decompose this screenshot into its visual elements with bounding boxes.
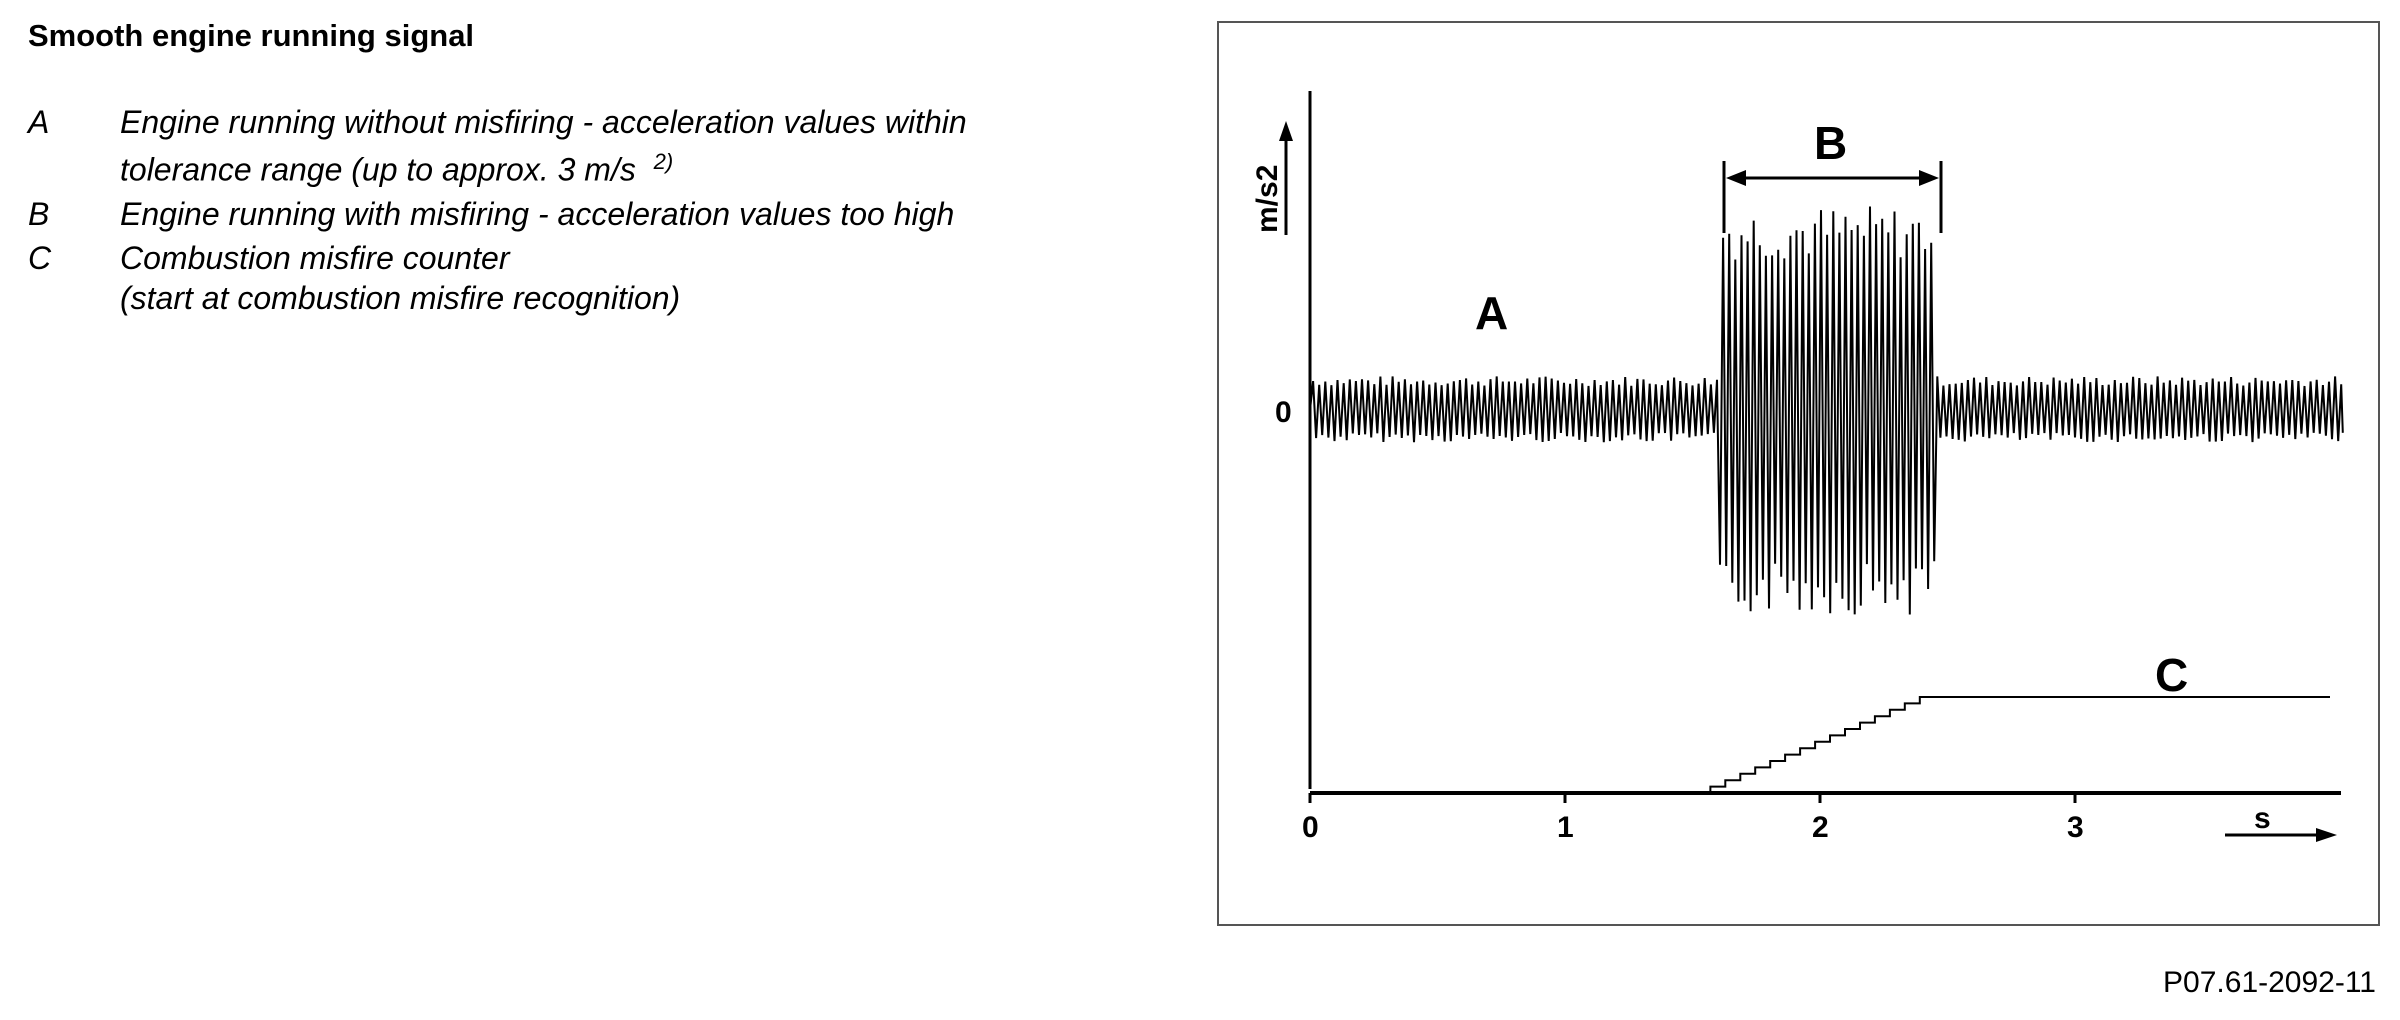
figure-id: P07.61-2092-11 — [2163, 966, 2376, 999]
legend-key-c: C — [28, 239, 52, 276]
x-axis-label: s — [2254, 802, 2271, 835]
y-tick-label-0: 0 — [1275, 396, 1292, 429]
x-tick-label-2: 2 — [1812, 811, 1829, 844]
legend-a-line-2: tolerance range (up to approx. 3 m/s 2) — [120, 142, 1168, 190]
region-label-a: A — [1475, 287, 1508, 339]
region-label-c: C — [2155, 649, 2188, 701]
legend: A Engine running without misfiring - acc… — [28, 102, 1168, 322]
legend-c-line-2: (start at combustion misfire recognition… — [120, 279, 681, 316]
region-label-b: B — [1814, 117, 1847, 169]
page-title: Smooth engine running signal — [28, 18, 475, 53]
signal-chart: m/s2 0 0 1 2 3 s B A C — [1251, 91, 2344, 844]
x-tick-label-3: 3 — [2067, 811, 2084, 844]
x-tick-label-1: 1 — [1557, 811, 1574, 844]
y-unit-arrowhead — [1279, 121, 1293, 141]
legend-b-line-1: Engine running with misfiring - accelera… — [120, 195, 955, 232]
range-b-left-arrowhead — [1726, 170, 1746, 186]
legend-item-b: B Engine running with misfiring - accele… — [28, 194, 1168, 234]
legend-text-b: Engine running with misfiring - accelera… — [120, 194, 1168, 234]
x-tick-label-0: 0 — [1302, 811, 1319, 844]
legend-item-a: A Engine running without misfiring - acc… — [28, 102, 1168, 190]
acceleration-signal-line — [1309, 206, 2344, 615]
x-ticks: 0 1 2 3 — [1302, 793, 2084, 844]
legend-text-a: Engine running without misfiring - accel… — [120, 102, 1168, 190]
range-b-right-arrowhead — [1919, 170, 1939, 186]
figure-frame: m/s2 0 0 1 2 3 s B A C — [1217, 21, 2380, 926]
legend-a-line-1: Engine running without misfiring - accel… — [120, 104, 967, 140]
legend-key-a: A — [28, 104, 50, 140]
legend-a-line-2-text: tolerance range (up to approx. 3 m/s — [120, 151, 636, 188]
legend-c-line-1: Combustion misfire counter — [120, 239, 510, 276]
legend-text-c: Combustion misfire counter (start at com… — [120, 238, 1168, 318]
misfire-counter-line — [1709, 696, 2330, 794]
legend-a-superscript: 2) — [653, 149, 674, 174]
legend-item-c: C Combustion misfire counter (start at c… — [28, 238, 1168, 318]
legend-key-b: B — [28, 195, 50, 232]
y-axis-label: m/s2 — [1251, 165, 1284, 233]
x-unit-arrowhead — [2316, 828, 2337, 842]
